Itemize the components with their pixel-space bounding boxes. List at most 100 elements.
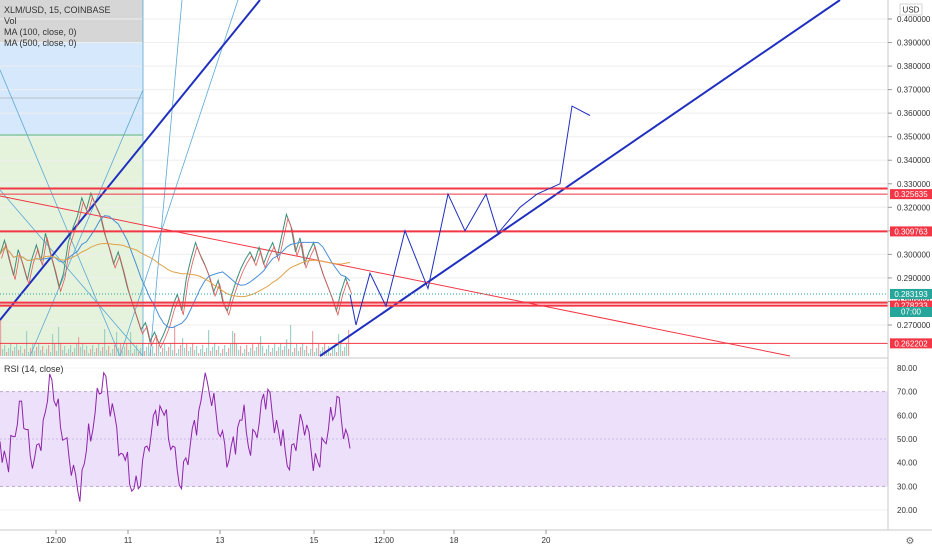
horizontal-levels[interactable]	[0, 187, 888, 344]
volume-bar	[226, 352, 228, 356]
volume-bar	[218, 346, 220, 356]
volume-bar	[234, 333, 236, 356]
volume-bar	[158, 345, 160, 356]
currency-label: USD	[903, 6, 920, 15]
legend: XLM/USD, 15, COINBASE Vol MA (100, close…	[4, 5, 111, 374]
volume-bar	[192, 343, 194, 356]
volume-bar	[114, 345, 116, 356]
projection-path[interactable]	[349, 105, 591, 326]
volume-bar	[274, 344, 276, 356]
volume-bar	[296, 344, 298, 356]
volume-bar	[42, 346, 44, 356]
volume-bar	[116, 332, 118, 356]
volume-bar	[200, 349, 202, 356]
level-tag	[890, 300, 932, 311]
volume-bar	[204, 352, 206, 356]
volume-bar	[40, 350, 42, 356]
volume-bar	[236, 343, 238, 356]
price-tick: 0.340000	[897, 156, 931, 165]
volume-bar	[130, 332, 132, 356]
symbol-line[interactable]: XLM/USD, 15, COINBASE	[4, 5, 111, 15]
volume-bar	[206, 348, 208, 356]
currency-box	[899, 3, 923, 16]
volume-bar	[60, 343, 62, 356]
price-tick: 0.300000	[897, 250, 931, 259]
rsi-tick: 20.00	[897, 506, 918, 515]
volume-bar	[306, 346, 308, 356]
volume-bar	[172, 350, 174, 356]
volume-bar	[184, 348, 186, 356]
volume-bar	[86, 346, 88, 356]
price-axis[interactable]	[888, 0, 932, 530]
volume-bar	[66, 353, 68, 356]
volume-bar	[92, 345, 94, 356]
price-tick: 0.390000	[897, 39, 931, 48]
level-tag-label: 0.262202	[894, 339, 928, 348]
volume-bar	[190, 347, 192, 356]
volume-bar	[110, 353, 112, 356]
volume-bar	[322, 347, 324, 356]
volume-bar	[8, 348, 10, 356]
volume-bar	[278, 347, 280, 356]
volume-bar	[292, 352, 294, 356]
rsi-tick: 80.00	[897, 364, 918, 373]
volume-bar	[136, 345, 138, 356]
price-tick: 0.370000	[897, 86, 931, 95]
price-tick: 0.320000	[897, 203, 931, 212]
volume-bar	[112, 349, 114, 356]
volume-bar	[56, 351, 58, 356]
trendline-main[interactable]	[319, 0, 841, 357]
volume-bar	[52, 334, 54, 356]
volume-bar	[222, 349, 224, 356]
volume-bar	[72, 352, 74, 356]
volume-bar	[342, 351, 344, 356]
indicator-ma500[interactable]: MA (500, close, 0)	[4, 38, 77, 48]
price-tick: 0.290000	[897, 274, 931, 283]
volume-bar	[58, 327, 60, 356]
volume-bar	[276, 351, 278, 356]
volume-bar	[212, 347, 214, 356]
volume-bar	[82, 343, 84, 356]
volume-bar	[340, 344, 342, 356]
gear-icon[interactable]: ⚙	[906, 536, 915, 547]
volume-bar	[132, 353, 134, 356]
volume-bar	[196, 346, 198, 356]
volume-bar	[282, 350, 284, 356]
volume-bar	[98, 344, 100, 356]
volume-bar	[68, 349, 70, 356]
volume-bar	[266, 349, 268, 356]
volume-bar	[44, 353, 46, 356]
volume-bar	[96, 348, 98, 356]
indicator-vol[interactable]: Vol	[4, 16, 17, 26]
volume-bar	[178, 349, 180, 356]
level-tag-label: 0.325635	[894, 190, 928, 199]
time-axis-ticks[interactable]: 12:00 11 13 15 12:00 18 20	[46, 530, 551, 545]
ma500-line	[0, 242, 351, 298]
volume-bar	[298, 351, 300, 356]
indicator-ma100[interactable]: MA (100, close, 0)	[4, 27, 77, 37]
volume-bar	[146, 347, 148, 356]
volume-bar	[62, 350, 64, 356]
rsi-label[interactable]: RSI (14, close)	[4, 364, 64, 374]
level-tag-label: 0.309763	[894, 227, 928, 236]
volume-bar	[258, 343, 260, 356]
volume-bar	[230, 344, 232, 356]
volume-bar	[180, 345, 182, 356]
trendline-left[interactable]	[0, 0, 261, 321]
volume-bar	[188, 351, 190, 356]
volume-bar	[294, 348, 296, 356]
volume-bar	[106, 350, 108, 356]
volume-bar	[10, 344, 12, 356]
volume-bar	[220, 353, 222, 356]
volume-bar	[138, 352, 140, 356]
level-tag	[890, 189, 932, 200]
level-tag	[890, 226, 932, 237]
trendline-red-descending[interactable]	[0, 195, 791, 357]
volume-bar	[308, 353, 310, 356]
volume-bar	[134, 349, 136, 356]
volume-bar	[30, 348, 32, 356]
price-tick: 0.400000	[897, 15, 931, 24]
volume-bar	[108, 346, 110, 356]
time-tick: 13	[216, 536, 225, 545]
